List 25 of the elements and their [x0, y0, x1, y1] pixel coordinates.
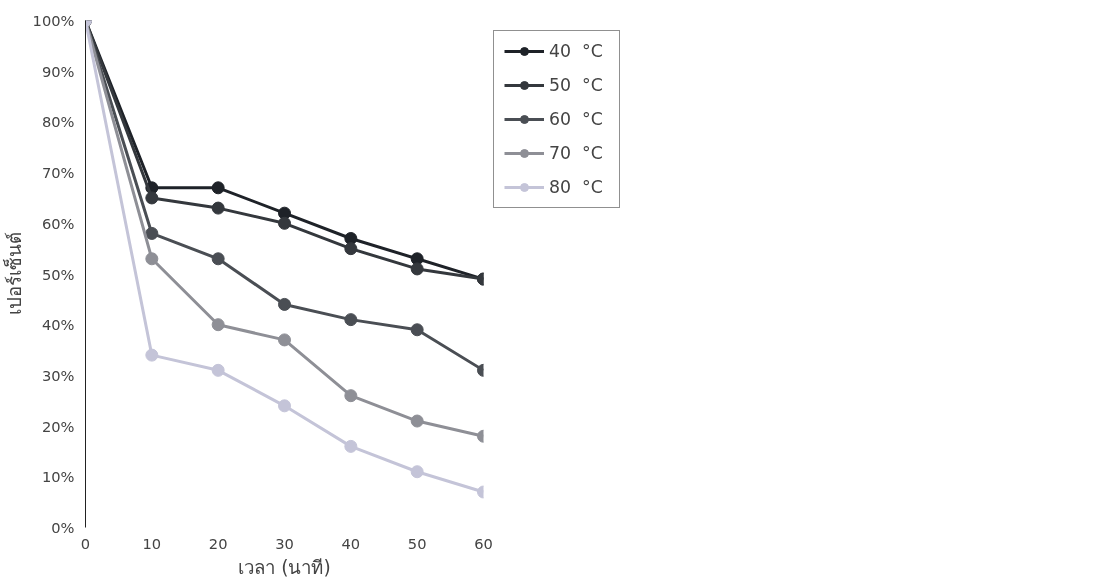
x-tick-label: 50 — [407, 534, 427, 552]
legend-label: 60 °C — [549, 109, 604, 129]
y-tick-label: 0% — [51, 519, 75, 536]
x-tick-label: 60 — [474, 534, 493, 552]
legend-label: 80 °C — [549, 177, 604, 197]
x-tick-label: 10 — [142, 534, 162, 552]
x-tick-label: 20 — [208, 534, 228, 552]
y-tick-label: 100% — [32, 12, 75, 29]
legend-label: 70 °C — [549, 143, 604, 163]
y-tick-label: 40% — [41, 316, 75, 334]
y-tick-label: 50% — [41, 265, 75, 283]
y-tick-label: 90% — [41, 62, 75, 80]
x-tick-label: 30 — [275, 534, 294, 552]
y-tick-label: 70% — [41, 164, 75, 182]
x-tick-label: 0 — [80, 534, 91, 552]
legend-label: 50 °C — [549, 75, 604, 95]
y-tick-label: 20% — [41, 417, 75, 435]
x-axis-title: เวลา (นาที) — [238, 556, 331, 578]
y-axis-title: เปอร์เซ็นต์ — [1, 232, 25, 316]
y-tick-label: 10% — [41, 468, 75, 486]
y-tick-label: 80% — [41, 113, 75, 131]
y-tick-label: 60% — [41, 214, 75, 232]
legend-label: 40 °C — [549, 41, 604, 61]
x-tick-label: 40 — [341, 534, 361, 552]
y-tick-label: 30% — [41, 366, 75, 384]
